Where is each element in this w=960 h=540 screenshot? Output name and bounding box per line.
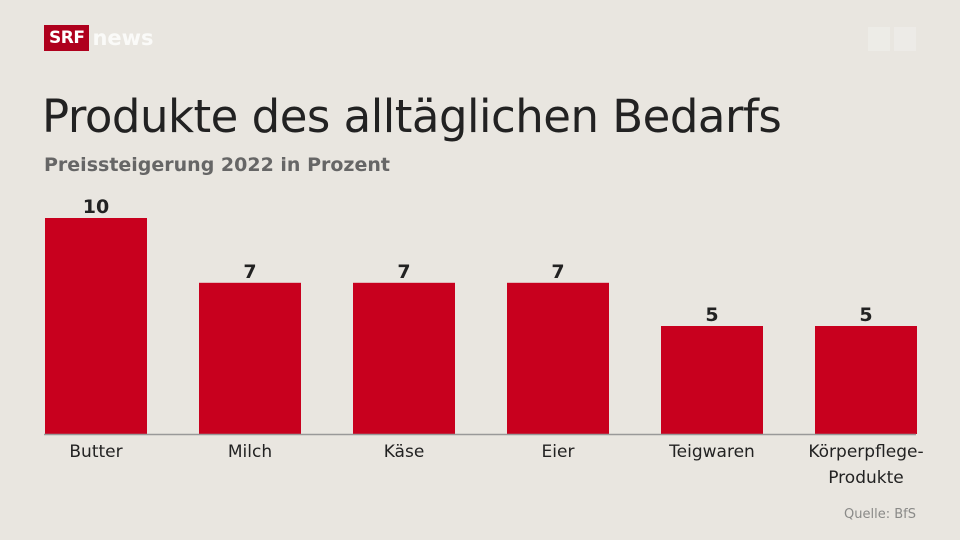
bar	[661, 326, 763, 434]
logo-news: news	[92, 26, 154, 50]
data-label: 7	[397, 261, 410, 283]
category-label: Produkte	[828, 468, 904, 488]
category-label: Teigwaren	[668, 442, 755, 462]
data-label: 10	[83, 196, 109, 218]
data-label: 7	[243, 261, 256, 283]
source-note: Quelle: BfS	[844, 507, 916, 522]
bar	[507, 282, 609, 434]
bar	[45, 218, 147, 434]
category-label: Eier	[542, 442, 575, 462]
bar	[815, 326, 917, 434]
bar	[199, 282, 301, 434]
logo-srf: SRF	[44, 25, 90, 51]
category-label: Körperpflege-	[808, 442, 923, 462]
data-label: 7	[551, 261, 564, 283]
data-label: 5	[705, 304, 718, 326]
category-label: Milch	[228, 442, 272, 462]
category-label: Käse	[384, 442, 425, 462]
chart-title: Produkte des alltäglichen Bedarfs	[42, 90, 782, 143]
bar	[353, 282, 455, 434]
chart-subtitle: Preissteigerung 2022 in Prozent	[44, 154, 390, 176]
data-label: 5	[859, 304, 872, 326]
category-label: Butter	[69, 442, 122, 462]
srf-news-logo: SRF news	[44, 25, 154, 51]
watermark-icon	[868, 27, 916, 51]
